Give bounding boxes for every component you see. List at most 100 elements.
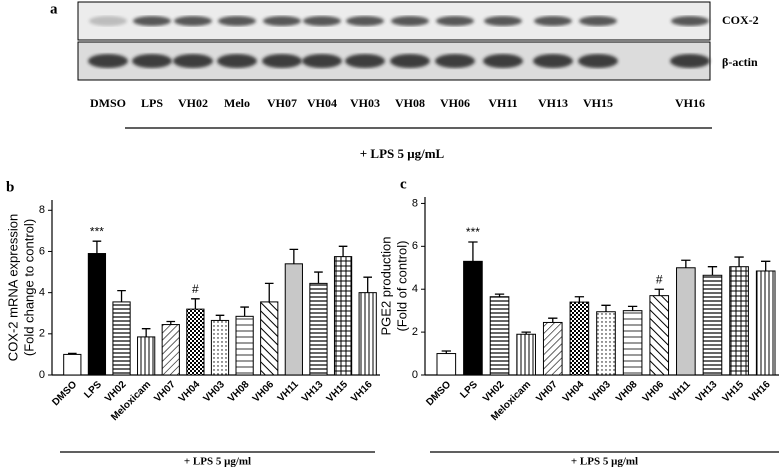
row-label: COX-2 (722, 13, 759, 27)
band (435, 54, 475, 68)
bar (112, 301, 131, 376)
x-tick-label: VH13 (694, 379, 720, 405)
error-bar (761, 260, 771, 271)
bar (309, 282, 328, 376)
x-tick-label: VH08 (614, 379, 640, 405)
band (483, 54, 523, 68)
bar-chart: b COX-2 mRNA expression (Fold change to co… (5, 179, 380, 468)
row-label: β-actin (722, 55, 758, 69)
x-tick-label: VH13 (300, 379, 326, 405)
band (346, 16, 384, 26)
x-tick-label: VH07 (152, 379, 178, 405)
error-bar (681, 259, 691, 268)
y-axis-label: COX-2 mRNA expression (5, 214, 20, 361)
error-bar (574, 296, 585, 303)
lane-label: Melo (224, 96, 250, 110)
y-axis-label: PGE2 production (378, 236, 393, 335)
error-bar (68, 352, 77, 355)
bar (676, 267, 696, 376)
error-bar (441, 350, 451, 354)
x-tick-label: VH16 (349, 379, 375, 405)
bar-chart: c PGE2 production (Fold of control) 0 2 4 6 8 DM… (378, 176, 779, 468)
y-axis-label: (Fold of control) (394, 240, 409, 331)
band (218, 16, 256, 26)
x-axis-label: + LPS 5 μg/ml (184, 456, 251, 468)
band (670, 54, 710, 68)
band (390, 54, 430, 68)
band (262, 54, 302, 68)
lane-label: VH16 (675, 96, 705, 110)
treatment-label: + LPS 5 μg/mL (360, 146, 445, 161)
bar (284, 263, 303, 376)
error-bar (548, 317, 558, 323)
error-bar (363, 276, 372, 293)
error-bar (521, 331, 531, 335)
y-tick-label: 6 (412, 240, 418, 252)
error-bar (141, 328, 151, 337)
error-bar (627, 305, 638, 311)
band (303, 16, 341, 26)
x-tick-label: VH16 (747, 379, 773, 405)
error-bar (92, 240, 102, 254)
band (174, 16, 212, 26)
band (263, 16, 301, 26)
lane-label: VH04 (307, 96, 337, 110)
band (173, 54, 213, 68)
panel-label: b (6, 179, 14, 195)
x-tick-label: VH04 (177, 379, 203, 405)
lane-label: VH06 (440, 96, 470, 110)
band (533, 54, 573, 68)
lane-label: VH11 (488, 96, 517, 110)
band (391, 16, 429, 26)
bar (489, 296, 510, 376)
x-tick-label: VH07 (534, 379, 560, 405)
bar (210, 319, 230, 376)
bar (87, 253, 107, 376)
y-tick-label: 4 (39, 287, 45, 299)
error-bar (468, 241, 478, 262)
annotation: # (192, 282, 199, 296)
y-axis-label: (Fold change to control) (21, 219, 36, 356)
error-bar (117, 289, 126, 302)
x-tick-label: DMSO (424, 379, 453, 408)
bar (516, 333, 536, 376)
bar (333, 256, 353, 376)
error-bar (314, 271, 323, 284)
panel-label: a (50, 1, 58, 17)
x-tick-label: VH11 (276, 379, 301, 404)
x-tick-label: VH15 (721, 379, 747, 405)
bar (596, 311, 616, 376)
band (345, 54, 385, 68)
y-tick-label: 0 (39, 369, 45, 381)
x-tick-label: VH11 (668, 379, 693, 404)
lane-label: VH03 (350, 96, 380, 110)
lane-label: VH13 (538, 96, 568, 110)
y-tick-label: 6 (39, 245, 45, 257)
band (534, 16, 572, 26)
bar (436, 353, 457, 376)
error-bar (734, 256, 744, 267)
lane-label: VH02 (178, 96, 208, 110)
lane-label: VH07 (267, 96, 297, 110)
error-bar (215, 314, 225, 321)
error-bar (494, 293, 505, 297)
y-tick-label: 8 (39, 204, 45, 216)
bar (63, 353, 82, 376)
band (302, 54, 342, 68)
lane-label: LPS (141, 96, 163, 110)
x-tick-label: VH06 (641, 379, 667, 405)
x-axis-label: + LPS 5 μg/ml (571, 456, 638, 468)
bar (649, 295, 670, 376)
band (133, 16, 171, 26)
x-tick-label: VH15 (325, 379, 351, 405)
panel-label: c (400, 176, 407, 192)
band (436, 16, 474, 26)
lane-label: DMSO (90, 96, 126, 110)
y-tick-label: 0 (412, 369, 418, 381)
bar (755, 270, 776, 376)
band (484, 16, 522, 26)
error-bar (654, 288, 664, 296)
bar (137, 336, 156, 376)
annotation: *** (466, 225, 480, 239)
x-tick-label: VH08 (226, 379, 252, 405)
